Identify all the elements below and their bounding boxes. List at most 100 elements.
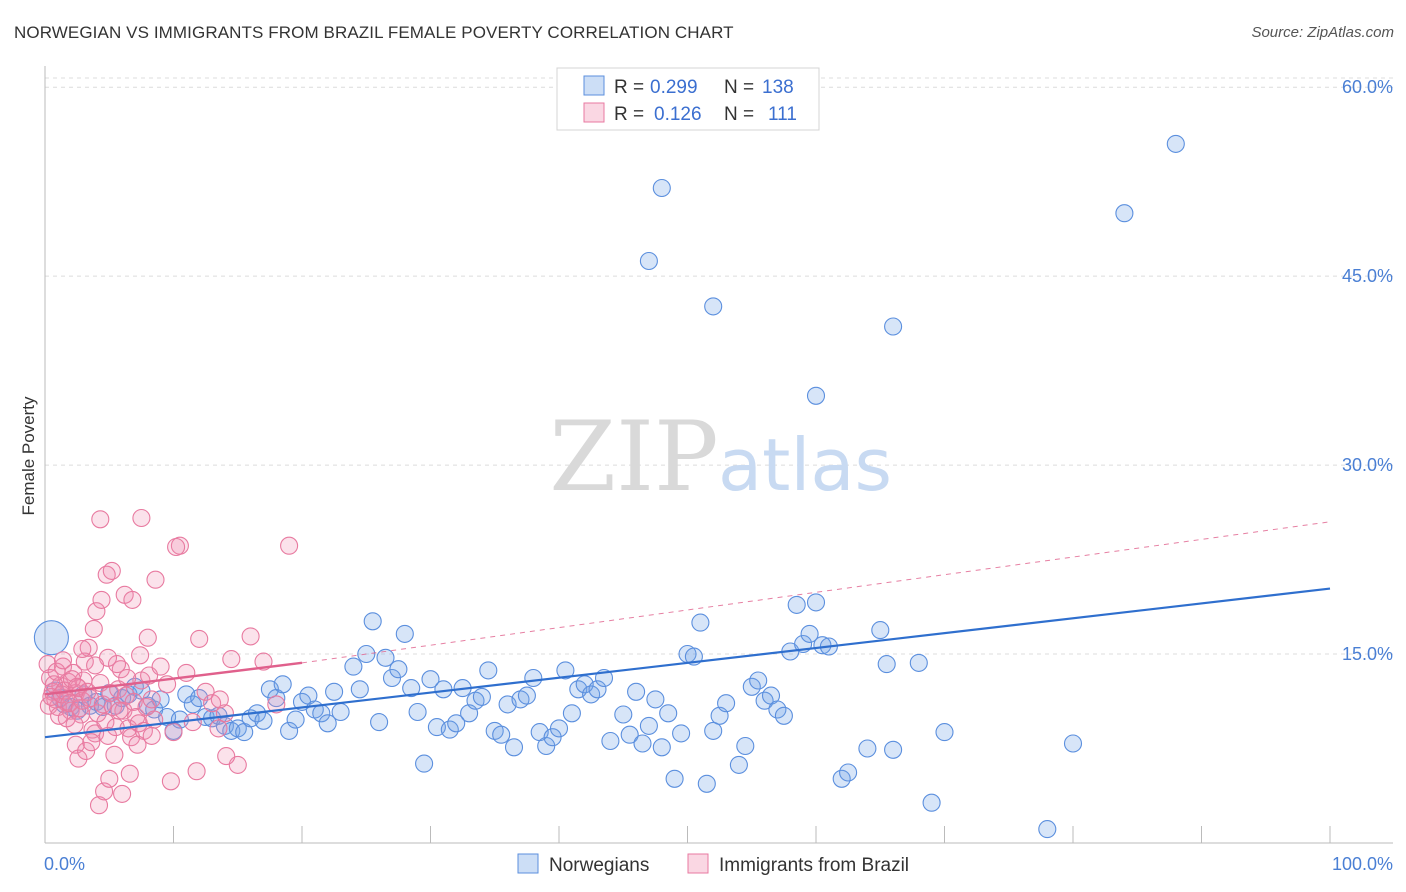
brazil-point	[102, 561, 121, 580]
legend-n-label-2: N =	[724, 104, 754, 125]
brazil-point	[66, 735, 85, 754]
norwegians-point	[806, 593, 826, 612]
brazil-point	[241, 627, 260, 646]
legend-bottom-label-1: Norwegians	[549, 855, 649, 876]
watermark-atlas: atlas	[718, 423, 892, 507]
legend-swatch-blue	[583, 75, 605, 96]
norwegians-point	[672, 724, 691, 743]
brazil-point	[164, 723, 183, 742]
norwegians-point	[562, 704, 581, 723]
brazil-point	[107, 655, 127, 674]
watermark: ZIP atlas	[549, 401, 892, 513]
norwegians-point	[652, 738, 671, 757]
brazil-point	[280, 536, 299, 555]
norwegians-point	[620, 725, 639, 744]
brazil-point	[142, 726, 161, 745]
points-layer	[33, 134, 1185, 839]
norwegians-point	[376, 648, 395, 667]
brazil-point	[161, 772, 180, 791]
norwegians-point	[774, 706, 793, 725]
brazil-point	[190, 629, 209, 648]
norwegians-point	[806, 386, 826, 405]
norwegians-point	[646, 690, 665, 709]
norwegians-point	[33, 620, 69, 656]
norwegians-point	[800, 624, 819, 643]
brazil-point	[69, 749, 88, 768]
brazil-point	[73, 639, 92, 659]
norwegians-point	[280, 721, 299, 740]
norwegians-point	[858, 739, 877, 758]
brazil-point	[100, 769, 119, 788]
norwegians-point	[935, 723, 954, 742]
legend-r-value-2: 0.126	[654, 104, 702, 125]
brazil-point	[110, 701, 129, 720]
norwegians-point	[697, 774, 716, 793]
norwegians-point	[504, 738, 524, 757]
chart-title: NORWEGIAN VS IMMIGRANTS FROM BRAZIL FEMA…	[14, 23, 734, 42]
legend-r-value-1: 0.299	[650, 77, 698, 98]
brazil-point	[47, 662, 66, 681]
legend-swatch-pink	[583, 102, 605, 123]
norwegians-point	[871, 621, 890, 640]
norwegians-point	[447, 714, 466, 733]
norwegians-point	[601, 731, 620, 751]
brazil-point	[210, 690, 229, 709]
brazil-point	[138, 628, 157, 647]
norwegians-point	[1038, 820, 1057, 839]
norwegians-point	[273, 675, 292, 694]
norwegians-point	[325, 682, 344, 701]
norwegians-point	[627, 682, 646, 701]
legend-n-value-1: 138	[762, 77, 794, 98]
brazil-point	[77, 741, 96, 761]
norwegians-point	[877, 655, 896, 674]
norwegians-point	[421, 670, 440, 689]
legend-n-label-1: N =	[724, 77, 754, 98]
norwegians-point	[691, 613, 710, 632]
norwegians-point	[408, 702, 427, 722]
norwegians-point	[556, 661, 575, 680]
norwegians-point	[839, 763, 858, 782]
brazil-point	[65, 715, 84, 734]
norwegians-point	[614, 705, 633, 724]
brazil-point	[118, 668, 137, 688]
norwegians-point	[704, 721, 723, 740]
norwegians-point	[415, 754, 434, 773]
legend-n-value-2: 111	[768, 104, 797, 125]
grid-layer	[45, 77, 1393, 655]
brazil-point	[209, 719, 228, 738]
brazil-point	[254, 652, 273, 671]
norwegians-point	[787, 595, 806, 614]
brazil-point	[53, 651, 73, 670]
legend-bottom: Norwegians Immigrants from Brazil	[517, 853, 909, 876]
norwegians-point	[395, 624, 414, 643]
norwegians-point	[402, 679, 421, 698]
norwegians-point	[492, 725, 511, 744]
legend-bottom-label-2: Immigrants from Brazil	[719, 855, 909, 876]
brazil-point	[120, 764, 139, 783]
norwegians-point	[286, 710, 305, 729]
norwegians-point	[884, 740, 903, 759]
brazil-point	[217, 747, 236, 766]
brazil-point	[113, 784, 132, 803]
norwegians-point	[254, 711, 273, 730]
norwegians-point	[1063, 734, 1083, 753]
norwegians-point	[749, 671, 768, 690]
brazil-point	[183, 713, 202, 732]
brazil-point	[151, 657, 170, 676]
watermark-zip: ZIP	[549, 401, 718, 513]
norwegians-point	[909, 653, 928, 672]
norwegians-point	[704, 297, 723, 316]
brazil-point	[82, 733, 101, 752]
axes-layer: 15.0% 30.0% 45.0% 60.0% 0.0% 100.0%	[44, 66, 1393, 874]
norwegians-point	[1166, 134, 1185, 153]
legend-top: R = 0.299 N = 138 R = 0.126 N = 111	[556, 67, 820, 131]
y-tick-label: 60.0%	[1342, 77, 1393, 97]
brazil-trendline	[44, 661, 303, 696]
brazil-point	[267, 695, 286, 714]
norwegians-point	[350, 680, 369, 699]
brazil-point	[132, 508, 151, 528]
norwegians-point	[472, 687, 491, 706]
norwegians-point	[549, 719, 569, 738]
x-tick-label: 0.0%	[44, 854, 85, 874]
norwegians-point	[665, 769, 684, 788]
